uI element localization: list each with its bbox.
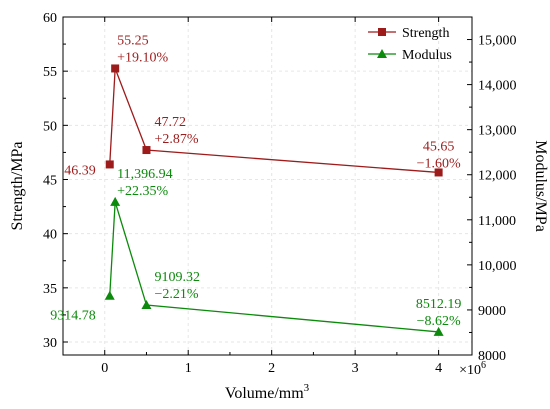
legend-marker-strength <box>378 28 386 36</box>
data-point-strength <box>105 160 114 169</box>
data-label-strength: 46.39 <box>64 163 96 178</box>
legend-label-modulus: Modulus <box>402 48 452 63</box>
data-point-modulus <box>141 300 152 310</box>
y-axis-right-label: Modulus/MPa <box>532 140 549 232</box>
series-line-modulus <box>109 201 439 333</box>
data-point-strength <box>434 168 443 177</box>
data-point-modulus <box>110 196 121 206</box>
y-left-tick-label: 45 <box>43 174 57 189</box>
y-left-tick-label: 60 <box>43 11 57 26</box>
legend: Strength Modulus <box>368 26 452 63</box>
x-tick-label: 1 <box>185 361 192 376</box>
y-left-tick-label: 35 <box>43 282 57 297</box>
plot-frame <box>62 16 473 356</box>
x-axis-label: Volume/mm3 <box>225 382 310 402</box>
data-label-strength: 55.25 +19.10% <box>117 33 168 65</box>
series-line-strength <box>109 68 439 174</box>
y-right-tick-label: 12,000 <box>478 169 517 184</box>
x-tick-label: 0 <box>101 361 108 376</box>
x-axis-multiplier: ×106 <box>459 360 486 378</box>
x-tick-label: 2 <box>268 361 275 376</box>
y-right-tick-label: 15,000 <box>478 34 517 49</box>
legend-label-strength: Strength <box>402 26 449 41</box>
axis-tick-labels: 0 1 2 3 4 30 35 40 45 50 55 60 8000 9000 10,000 11,000 1… <box>43 11 517 376</box>
data-labels: 46.39 55.25 +19.10% 47.72 +2.87% 45.65 −1.60% 9… <box>50 33 461 328</box>
y-left-tick-label: 30 <box>43 336 57 351</box>
y-left-tick-label: 55 <box>43 65 57 80</box>
data-point-modulus <box>433 326 444 336</box>
data-label-modulus: 9314.78 <box>50 309 96 324</box>
data-point-strength <box>111 64 120 73</box>
axis-ticks <box>62 16 472 356</box>
series-layer <box>104 64 444 336</box>
data-label-modulus: 8512.19 −8.62% <box>416 297 462 329</box>
data-label-modulus: 9109.32 −2.21% <box>154 270 200 302</box>
y-right-tick-label: 14,000 <box>478 79 517 94</box>
y-right-tick-label: 11,000 <box>478 214 516 229</box>
y-axis-left-label: Strength/MPa <box>9 142 26 231</box>
x-tick-label: 3 <box>352 361 359 376</box>
y-right-tick-label: 8000 <box>478 349 506 364</box>
y-left-tick-label: 50 <box>43 119 57 134</box>
data-label-strength: 45.65 −1.60% <box>417 139 461 171</box>
data-label-strength: 47.72 +2.87% <box>154 115 198 147</box>
data-point-modulus <box>104 290 115 300</box>
legend-marker-modulus <box>377 49 387 58</box>
y-right-tick-label: 9000 <box>478 304 506 319</box>
y-right-tick-label: 13,000 <box>478 124 517 139</box>
y-right-tick-label: 10,000 <box>478 259 517 274</box>
y-left-tick-label: 40 <box>43 228 57 243</box>
grid-lines <box>63 16 472 355</box>
data-label-modulus: 11,396.94 +22.35% <box>117 167 172 199</box>
data-point-strength <box>142 146 151 155</box>
x-tick-label: 4 <box>435 361 442 376</box>
